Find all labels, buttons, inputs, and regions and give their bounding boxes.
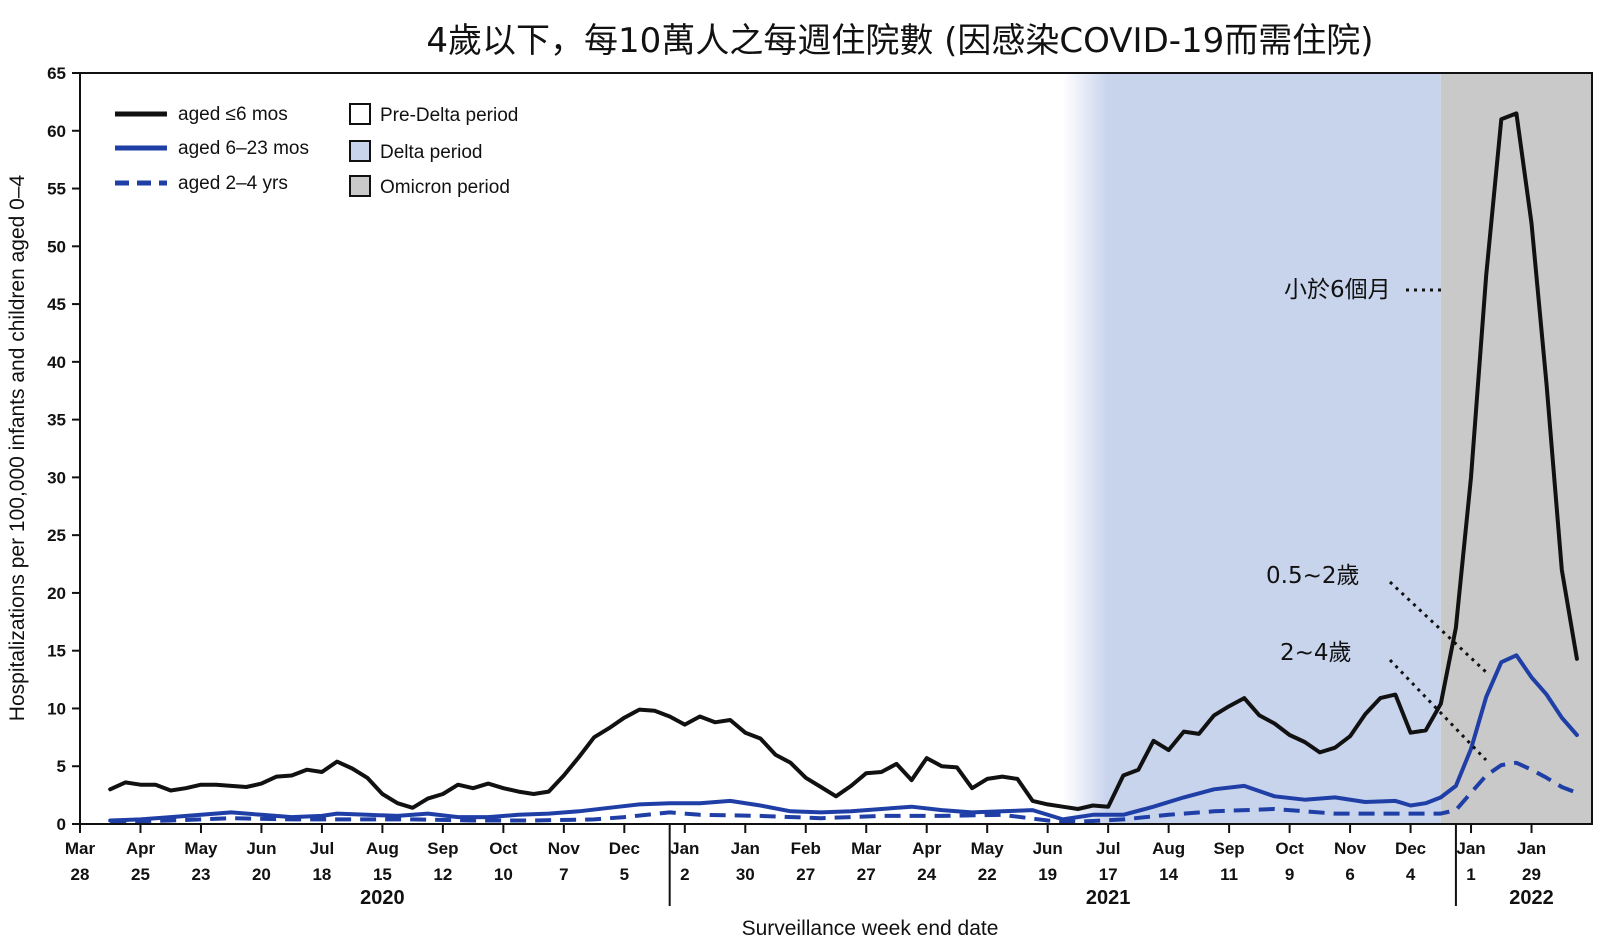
series-lines (108, 111, 1579, 824)
y-tick-label: 55 (47, 180, 66, 199)
x-tick-day: 18 (312, 865, 331, 884)
x-tick-day: 11 (1220, 865, 1238, 884)
x-tick-month: Mar (65, 839, 96, 858)
period-band-omicron-period (1440, 73, 1592, 824)
y-tick-label: 60 (47, 122, 66, 141)
x-tick-day: 27 (796, 865, 815, 884)
x-tick-day: 23 (191, 865, 210, 884)
legend-period-1: Delta period (380, 142, 482, 163)
x-tick-day: 15 (373, 865, 392, 884)
annotation-label-1: 0.5~2歲 (1266, 563, 1359, 589)
x-tick-month: Nov (1334, 839, 1367, 858)
x-tick-month: May (184, 839, 218, 858)
y-tick-label: 0 (57, 815, 66, 834)
legend: aged ≤6 mos aged 6–23 mos aged 2–4 yrs Pre-… (115, 103, 518, 198)
x-axis-title: Surveillance week end date (742, 917, 999, 940)
legend-label-1: aged 6–23 mos (178, 138, 309, 159)
year-label: 2022 (1509, 887, 1554, 909)
x-tick-month: Oct (1275, 839, 1304, 858)
y-tick-label: 65 (47, 64, 66, 83)
legend-swatch-1 (349, 140, 371, 162)
x-tick-day: 27 (857, 865, 876, 884)
x-tick-day: 24 (917, 865, 936, 884)
year-label: 2020 (360, 887, 405, 909)
x-tick-month: Jun (1033, 839, 1063, 858)
annotation-label-2: 2~4歲 (1280, 640, 1352, 666)
x-tick-month: Jul (310, 839, 335, 858)
y-axis-title: Hospitalizations per 100,000 infants and… (6, 174, 29, 721)
y-tick-label: 40 (47, 353, 66, 372)
x-tick-day: 5 (620, 865, 629, 884)
x-tick-day: 12 (433, 865, 452, 884)
chart-title: 4歲以下，每10萬人之每週住院數 (因感染COVID-19而需住院) (426, 21, 1373, 61)
x-tick-day: 29 (1522, 865, 1541, 884)
x-tick-month: Aug (366, 839, 399, 858)
y-tick-label: 5 (57, 757, 66, 776)
annotation-label-0: 小於6個月 (1284, 277, 1391, 303)
x-tick-month: Jan (670, 839, 699, 858)
period-band-pre-delta-period (80, 73, 1063, 824)
x-tick-day: 4 (1406, 865, 1416, 884)
y-tick-label: 35 (47, 411, 66, 430)
x-tick-day: 30 (736, 865, 755, 884)
x-tick-day: 22 (978, 865, 997, 884)
x-tick-month: Oct (489, 839, 518, 858)
series-line-1 (108, 653, 1579, 823)
x-tick-day: 14 (1159, 865, 1178, 884)
series-line-2 (110, 760, 1578, 824)
x-tick-month: Jul (1096, 839, 1121, 858)
x-tick-day: 10 (494, 865, 513, 884)
x-tick-month: Sep (1214, 839, 1245, 858)
y-tick-label: 20 (47, 584, 66, 603)
y-tick-label: 50 (47, 237, 66, 256)
legend-period-2: Omicron period (380, 177, 510, 198)
x-tick-month: Jan (1456, 839, 1485, 858)
x-tick-day: 20 (252, 865, 271, 884)
legend-swatch-0 (349, 103, 371, 125)
x-tick-month: Nov (548, 839, 581, 858)
y-tick-label: 30 (47, 468, 66, 487)
x-tick-day: 1 (1466, 865, 1475, 884)
x-tick-month: Jan (1517, 839, 1546, 858)
x-axis: Mar28Apr25May23Jun20Jul18Aug15Sep12Oct10… (65, 824, 1554, 909)
x-tick-month: Dec (609, 839, 640, 858)
x-tick-day: 25 (131, 865, 150, 884)
x-tick-day: 9 (1285, 865, 1294, 884)
x-tick-day: 19 (1038, 865, 1057, 884)
annotation-leader-1 (1388, 580, 1488, 674)
x-tick-day: 17 (1099, 865, 1118, 884)
year-label: 2021 (1086, 887, 1131, 909)
y-tick-label: 15 (47, 642, 66, 661)
legend-period-0: Pre-Delta period (380, 105, 518, 126)
x-tick-day: 6 (1345, 865, 1354, 884)
x-tick-month: Feb (791, 839, 821, 858)
annotations: 小於6個月 0.5~2歲 2~4歲 (1266, 277, 1488, 762)
x-tick-day: 28 (71, 865, 90, 884)
x-tick-month: Dec (1395, 839, 1426, 858)
x-tick-month: Apr (912, 839, 942, 858)
legend-swatch-2 (349, 175, 371, 197)
x-tick-day: 7 (559, 865, 568, 884)
series-line-0 (108, 111, 1579, 811)
period-band-delta-period (1062, 73, 1441, 824)
x-tick-month: Apr (126, 839, 156, 858)
x-tick-day: 2 (680, 865, 689, 884)
x-tick-month: Jan (731, 839, 760, 858)
y-axis: 0 5 10 15 20 25 30 35 40 45 50 55 60 65 (47, 64, 80, 834)
y-tick-label: 10 (47, 699, 66, 718)
x-tick-month: Aug (1152, 839, 1185, 858)
y-tick-label: 25 (47, 526, 66, 545)
x-tick-month: May (971, 839, 1005, 858)
x-tick-month: Sep (427, 839, 458, 858)
x-tick-month: Mar (851, 839, 882, 858)
y-tick-label: 45 (47, 295, 66, 314)
period-bands (80, 73, 1592, 824)
legend-label-2: aged 2–4 yrs (178, 173, 288, 194)
x-tick-month: Jun (246, 839, 276, 858)
plot-frame (79, 72, 1593, 825)
legend-label-0: aged ≤6 mos (178, 104, 288, 125)
